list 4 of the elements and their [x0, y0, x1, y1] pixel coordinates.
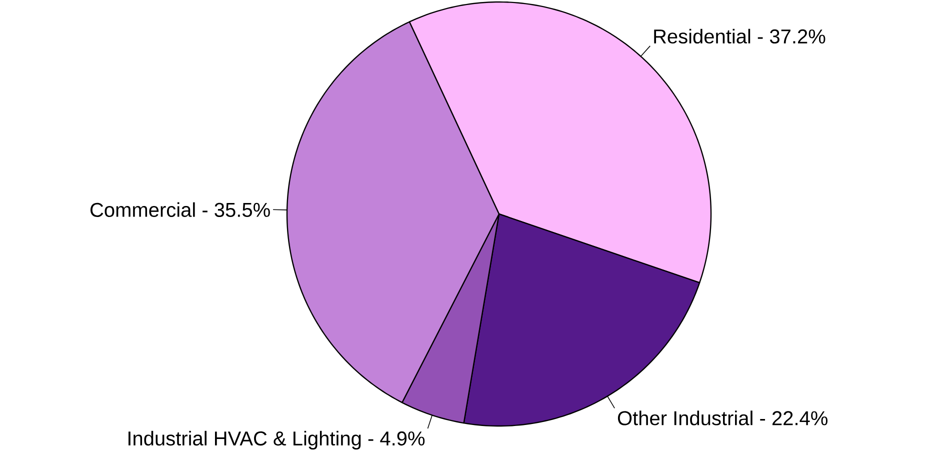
slice-label: Other Industrial - 22.4%	[618, 410, 828, 426]
slice-label: Industrial HVAC & Lighting - 4.9%	[128, 430, 425, 450]
slice-label: Residential - 37.2%	[654, 28, 826, 44]
slice-label: Commercial - 35.5%	[90, 202, 270, 218]
